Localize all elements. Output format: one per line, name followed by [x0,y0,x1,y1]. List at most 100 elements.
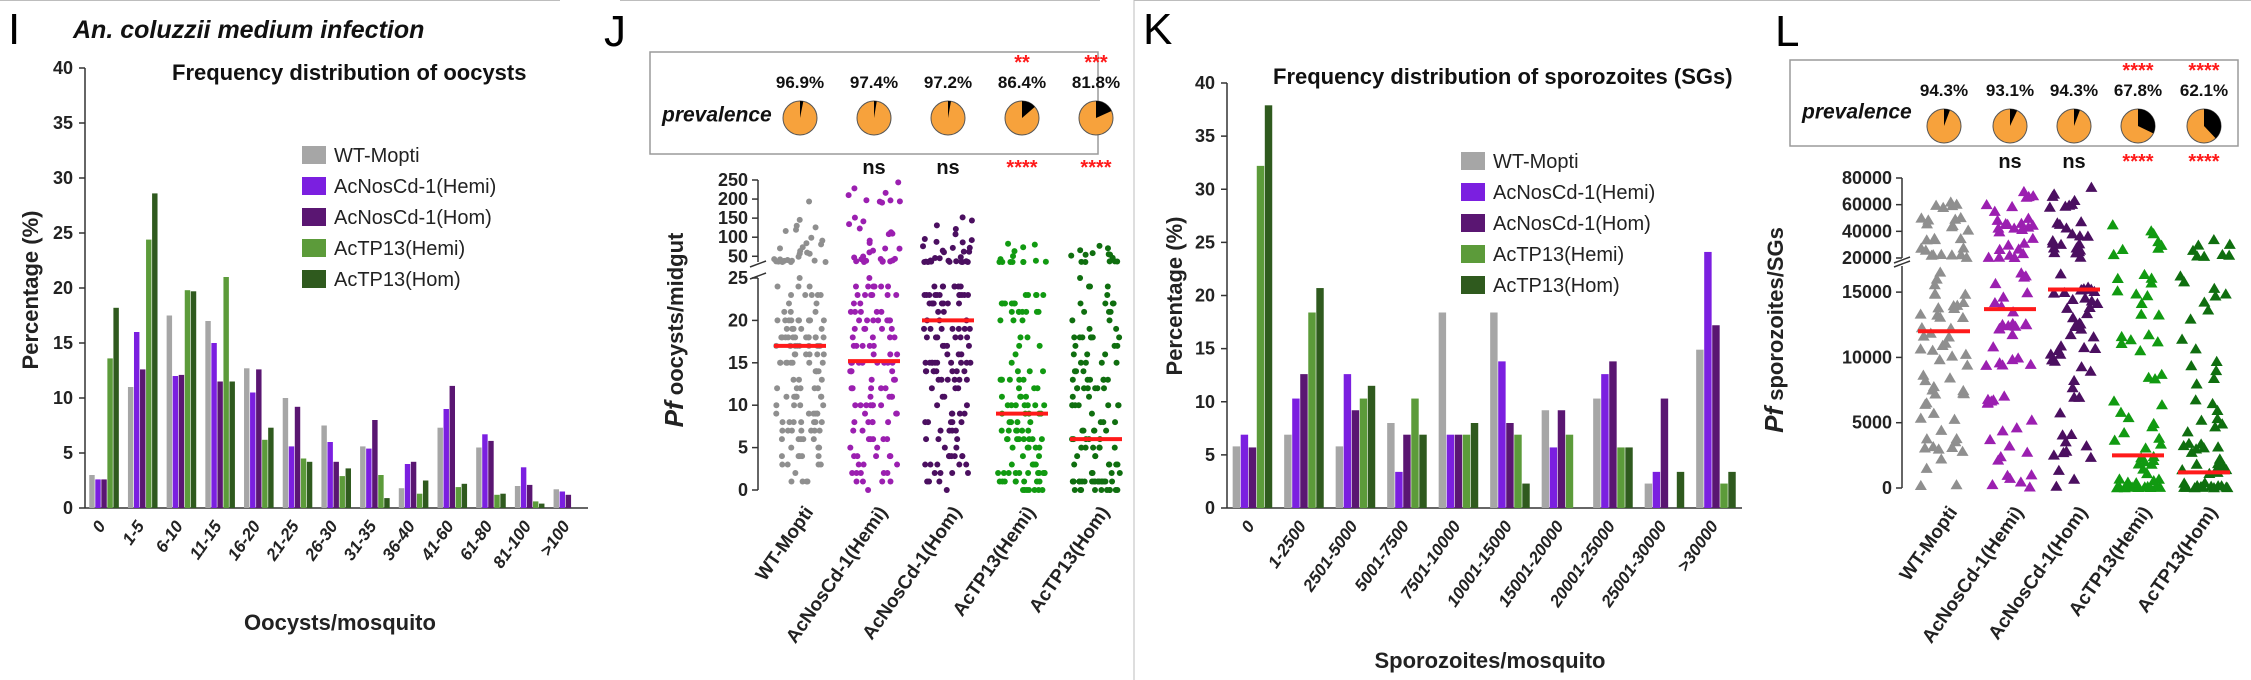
data-point [1914,343,1927,354]
data-point [850,300,857,307]
bar [1367,385,1376,508]
data-point [1077,247,1084,254]
data-point [963,258,970,265]
prevalence-value: 67.8% [2114,81,2162,100]
data-point [1019,453,1026,460]
data-point [820,334,827,341]
data-point [2153,432,2166,443]
data-point [2202,304,2215,315]
data-point [1986,478,1999,490]
data-point [937,470,944,477]
y-tick-label: 5000 [1852,413,1892,433]
bar [294,406,301,508]
data-point [850,427,857,434]
data-point [1935,248,1948,259]
data-point [1954,211,1967,223]
data-point [1086,325,1093,332]
data-point [819,237,826,244]
bar [256,369,262,508]
data-point [1100,419,1107,426]
x-tick-label: >30000 [1674,517,1723,575]
data-point [949,368,956,375]
data-point [800,436,807,443]
data-point [1022,291,1029,298]
bar [1549,447,1558,508]
data-point [2197,442,2210,453]
data-point [2223,238,2236,249]
data-point [1092,385,1099,392]
data-point [1011,248,1018,255]
bar [372,420,378,508]
prevalence-value: 96.9% [776,73,824,92]
data-point [2147,454,2160,466]
prevalence-label: prevalence [1801,100,1912,123]
data-point [1104,283,1111,290]
data-point [802,291,809,298]
data-point [1006,419,1013,426]
bar [500,493,506,508]
data-point [922,461,929,468]
data-point [849,334,856,341]
data-point [1113,325,1120,332]
data-point [1929,233,1942,245]
data-point [2116,243,2129,255]
data-point [1032,402,1039,409]
data-point [1114,487,1121,493]
data-point [2073,391,2086,402]
data-point [2178,276,2191,287]
data-point [1078,487,1085,493]
data-point [796,275,803,281]
bar [1335,446,1344,508]
data-point [944,300,951,307]
data-point [1945,249,1958,260]
panel-letter-k: K [1143,5,1172,54]
data-point [1024,444,1031,451]
bar [455,487,462,508]
data-point [857,470,864,477]
data-point [886,453,893,460]
data-point [2212,457,2225,469]
data-point [921,258,928,265]
data-point [2174,270,2187,281]
bar [437,427,443,508]
data-point [806,250,813,257]
data-point [2055,340,2068,351]
data-point [874,444,881,451]
data-point [797,247,804,254]
data-point [1961,359,1974,370]
bar [211,343,217,508]
data-point [852,308,859,315]
bar [1601,374,1609,508]
data-point [2107,248,2120,260]
legend-swatch [1461,245,1485,263]
data-point [893,291,900,298]
data-point [879,258,886,265]
data-point [1071,368,1078,375]
y-axis-label: Percentage (%) [18,211,43,370]
data-point [1994,450,2007,462]
data-point [941,393,948,400]
data-point [846,221,853,228]
data-point [798,325,805,332]
bar [565,494,572,508]
data-point [2080,440,2093,451]
data-point [1089,250,1096,257]
data-point [1098,359,1105,366]
bar [1720,483,1728,508]
data-point [1982,251,1995,262]
data-point [2155,399,2168,410]
data-point [2017,247,2030,259]
data-point [869,419,876,426]
data-point [921,325,928,332]
data-point [896,245,903,252]
data-point [958,359,965,366]
legend-label: AcNosCd-1(Hemi) [334,176,496,198]
data-point [948,453,955,460]
data-point [1029,461,1036,468]
bar [262,439,268,508]
data-point [2124,334,2137,345]
data-point [957,334,964,341]
y-tick-label: 0 [1205,498,1215,518]
prevalence-pie-slice [948,101,951,118]
y-tick-label: 15 [1195,339,1215,359]
